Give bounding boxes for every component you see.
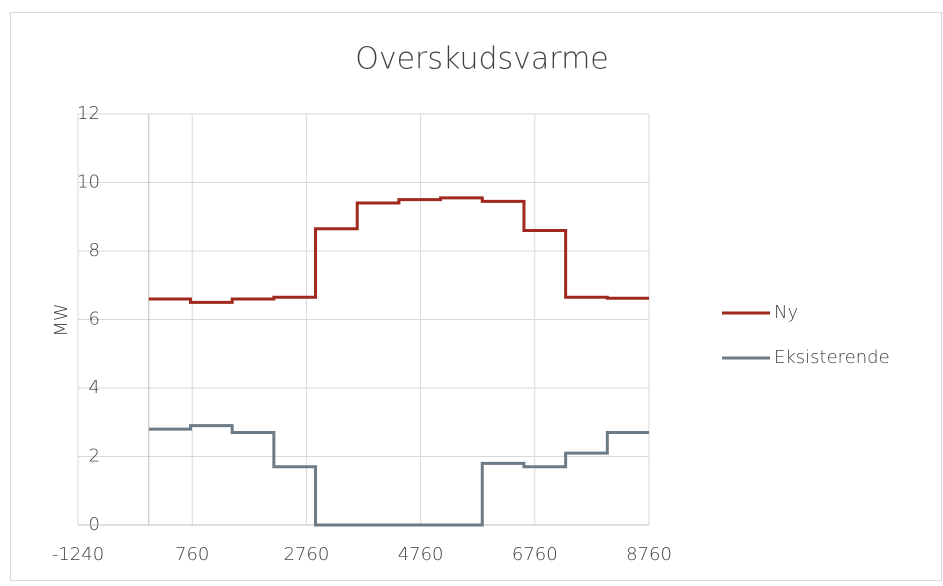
chart-title: Overskudsvarme — [355, 42, 609, 77]
x-tick-label: -1240 — [52, 544, 104, 565]
legend-label: Eksisterende — [774, 347, 890, 368]
x-tick-label: 2760 — [283, 544, 329, 565]
y-tick-label: 4 — [89, 377, 100, 398]
y-tick-label: 8 — [89, 240, 100, 261]
x-tick-label: 6760 — [512, 544, 558, 565]
y-tick-label: 12 — [77, 103, 100, 124]
x-tick-label: 760 — [175, 544, 209, 565]
y-tick-label: 10 — [77, 172, 100, 193]
legend-label: Ny — [774, 302, 798, 323]
series-line — [148, 196, 649, 304]
chart-border — [10, 12, 942, 581]
x-tick-label: 8760 — [626, 544, 672, 565]
y-tick-label: 2 — [89, 446, 100, 467]
x-tick-label: 4760 — [398, 544, 444, 565]
y-tick-label: 6 — [89, 309, 100, 330]
series-line — [148, 424, 649, 527]
y-axis-label: MW — [51, 303, 72, 336]
